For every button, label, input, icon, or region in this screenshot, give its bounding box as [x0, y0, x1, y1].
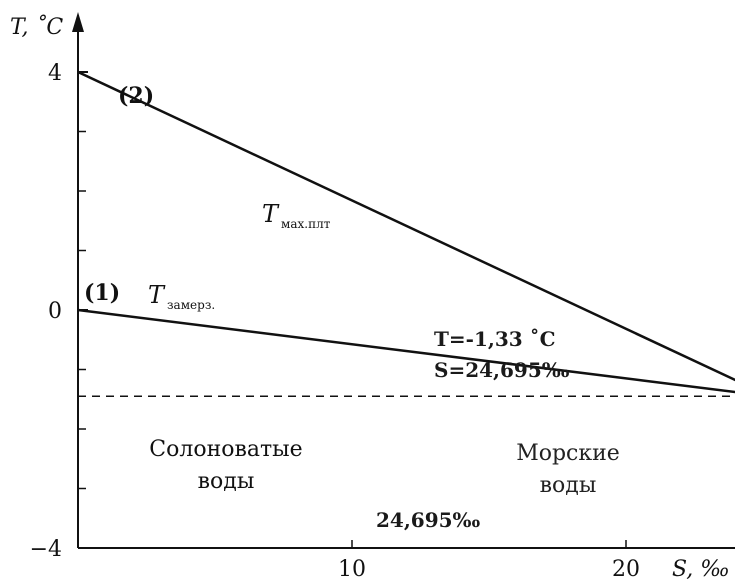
y-axis-ticks: 4 0 −4: [30, 61, 88, 562]
x-tick-label: 20: [612, 557, 640, 581]
x-marker-annotation: 24,695‰: [376, 508, 481, 532]
y-axis-arrow-icon: [72, 12, 84, 32]
y-tick-label: 4: [48, 61, 62, 86]
freezing-line: [77, 308, 735, 394]
intersection-temperature-annotation: T=-1,33 ˚C: [434, 327, 556, 351]
curve-marker-1: (1): [84, 280, 120, 306]
region-label-sea-line2: воды: [540, 473, 597, 498]
region-label-sea-line1: Морские: [516, 441, 620, 466]
x-tick-label: 10: [338, 557, 366, 581]
y-tick-label: 0: [48, 299, 62, 324]
region-label-brackish-line1: Солоноватые: [149, 437, 302, 462]
y-tick-label: −4: [30, 537, 62, 562]
max-density-line: [77, 70, 735, 382]
y-axis-title: T, ˚C: [10, 13, 63, 40]
x-axis-ticks: 10203040: [338, 540, 640, 581]
x-axis-title: S, ‰: [672, 557, 730, 581]
intersection-salinity-annotation: S=24,695‰: [434, 358, 570, 382]
curve-marker-2: (2): [118, 83, 154, 109]
region-label-brackish-line2: воды: [198, 469, 255, 494]
